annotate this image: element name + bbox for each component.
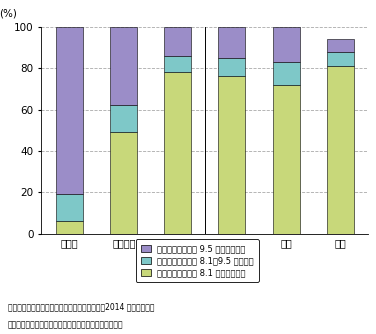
Bar — [327, 51, 353, 66]
Bar — [110, 132, 137, 234]
Bar — [327, 66, 353, 234]
Bar — [164, 72, 191, 234]
Bar — [56, 27, 83, 194]
Bar — [327, 39, 353, 51]
Bar — [218, 58, 246, 76]
Bar — [56, 194, 83, 221]
Bar — [273, 27, 300, 62]
Text: 備考：労働生産性は、従業員あたり付加価値。2014 年。製造業。: 備考：労働生産性は、従業員あたり付加価値。2014 年。製造業。 — [8, 302, 154, 311]
Bar — [110, 106, 137, 132]
Bar — [110, 27, 137, 106]
Bar — [273, 62, 300, 85]
Text: (%): (%) — [0, 8, 17, 18]
Text: 資料：経済産業省「企業活動基本調査」から再編加工。: 資料：経済産業省「企業活動基本調査」から再編加工。 — [8, 321, 123, 330]
Bar — [164, 27, 191, 56]
Legend: 企業割合（生産性 9.5 百万円以上）, 企業割合（生産性 8.1～9.5 百万円）, 企業割合（生産性 8.1 百万円未満）: 企業割合（生産性 9.5 百万円以上）, 企業割合（生産性 8.1～9.5 百万… — [136, 239, 259, 282]
Bar — [218, 76, 246, 234]
Bar — [218, 27, 246, 58]
Bar — [56, 221, 83, 234]
Bar — [273, 85, 300, 234]
Bar — [164, 56, 191, 72]
